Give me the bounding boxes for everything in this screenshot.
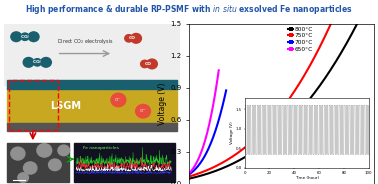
- Text: CO: CO: [145, 62, 152, 66]
- Circle shape: [147, 59, 157, 69]
- 650°C: [189, 170, 193, 172]
- Text: LSGM: LSGM: [50, 101, 81, 111]
- 800°C: [305, 101, 310, 103]
- 650°C: [204, 135, 209, 137]
- 750°C: [237, 151, 242, 153]
- Text: Direct CO$_2$ electrolysis: Direct CO$_2$ electrolysis: [56, 37, 113, 46]
- 750°C: [325, 31, 330, 33]
- Circle shape: [11, 32, 22, 42]
- Text: O²⁻: O²⁻: [140, 109, 146, 113]
- 700°C: [208, 143, 213, 145]
- 750°C: [187, 175, 191, 178]
- Text: High performance & durable RP-PSMF with $\it{in\ situ}$ exsolved Fe nanoparticle: High performance & durable RP-PSMF with …: [25, 3, 353, 16]
- Circle shape: [125, 35, 133, 42]
- Legend: 800°C, 750°C, 700°C, 650°C: 800°C, 750°C, 700°C, 650°C: [288, 27, 313, 52]
- Bar: [4, 24, 180, 85]
- Bar: [74, 143, 175, 182]
- 650°C: [212, 96, 217, 98]
- Circle shape: [131, 33, 141, 43]
- Text: CO$_2$: CO$_2$: [20, 33, 30, 40]
- Text: O²⁻: O²⁻: [115, 98, 122, 102]
- Y-axis label: Voltage (V): Voltage (V): [158, 83, 167, 125]
- 750°C: [309, 62, 313, 65]
- Circle shape: [23, 57, 34, 67]
- 650°C: [217, 69, 221, 71]
- Bar: [7, 80, 177, 89]
- 700°C: [215, 124, 220, 126]
- 650°C: [205, 132, 209, 134]
- Text: Fe nanoparticles: Fe nanoparticles: [83, 146, 119, 150]
- Circle shape: [33, 59, 41, 66]
- 700°C: [209, 140, 214, 142]
- 700°C: [211, 137, 215, 139]
- Circle shape: [41, 57, 51, 67]
- 700°C: [189, 172, 194, 174]
- Circle shape: [141, 60, 149, 68]
- Text: CO$_2$: CO$_2$: [32, 59, 43, 66]
- 750°C: [260, 131, 265, 133]
- Line: 750°C: 750°C: [189, 24, 331, 176]
- Bar: [7, 143, 69, 182]
- Bar: [7, 88, 177, 124]
- 800°C: [355, 23, 359, 25]
- Circle shape: [21, 33, 29, 40]
- 650°C: [187, 172, 191, 174]
- 750°C: [328, 23, 333, 25]
- 650°C: [209, 112, 214, 114]
- 700°C: [187, 173, 191, 176]
- Circle shape: [11, 147, 25, 160]
- Circle shape: [37, 144, 52, 157]
- Bar: [7, 123, 177, 131]
- 750°C: [288, 96, 293, 99]
- Circle shape: [136, 105, 150, 118]
- Line: 650°C: 650°C: [189, 70, 219, 173]
- Circle shape: [28, 32, 39, 42]
- Line: 700°C: 700°C: [189, 90, 226, 174]
- Circle shape: [111, 93, 126, 107]
- 800°C: [207, 172, 212, 174]
- 800°C: [316, 86, 321, 88]
- 800°C: [187, 178, 191, 180]
- Circle shape: [18, 173, 28, 182]
- 800°C: [187, 177, 192, 180]
- Bar: [9, 80, 59, 130]
- Circle shape: [23, 162, 37, 174]
- 800°C: [199, 175, 203, 177]
- 750°C: [219, 162, 224, 164]
- 700°C: [224, 89, 228, 91]
- 700°C: [219, 111, 223, 113]
- 650°C: [206, 128, 210, 131]
- Text: CO: CO: [129, 36, 136, 40]
- 800°C: [318, 83, 323, 86]
- Line: 800°C: 800°C: [189, 24, 357, 179]
- Circle shape: [58, 145, 70, 156]
- Circle shape: [48, 159, 61, 171]
